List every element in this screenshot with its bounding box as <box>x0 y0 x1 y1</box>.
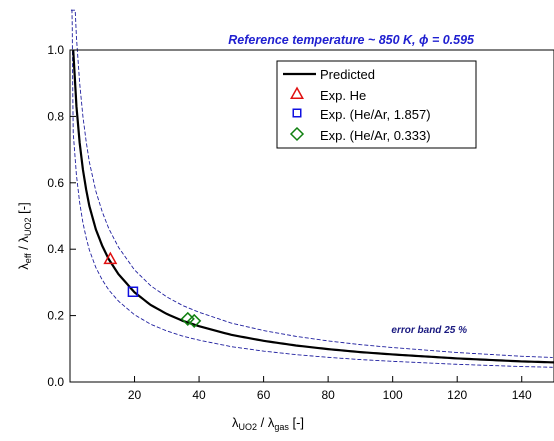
y-label-sub1: eff <box>23 253 33 263</box>
x-label-mid: / λ <box>257 415 275 430</box>
legend-label-exp-he: Exp. He <box>320 88 366 103</box>
x-label-main: λ <box>232 415 239 430</box>
markers-layer <box>103 251 202 328</box>
x-tick-label: 20 <box>128 388 142 402</box>
legend-swatch-exp-he <box>290 86 304 99</box>
ticks-layer: 20 40 60 80 100 120 140 0.0 0.2 0.4 0.6 0.8 1.0 <box>47 43 532 402</box>
legend-label-predicted: Predicted <box>320 67 375 82</box>
annotation-prefix: Reference temperature ~ 850 K, <box>228 33 419 47</box>
y-tick-label: 1.0 <box>47 43 64 57</box>
legend-label-exp-he-ar-0333: Exp. (He/Ar, 0.333) <box>320 128 431 143</box>
legend: Predicted Exp. He Exp. (He/Ar, 1.857) Ex… <box>276 60 477 149</box>
plot-area-frame <box>69 49 554 383</box>
y-label-sub2: UO2 <box>23 217 33 236</box>
error-band-annotation: error band 25 % <box>391 325 467 336</box>
x-tick-label: 120 <box>447 388 467 402</box>
y-tick-label: 0.8 <box>47 109 64 123</box>
legend-swatch-exp-he-ar-0333 <box>289 126 305 142</box>
reference-temperature-annotation: Reference temperature ~ 850 K, ϕ = 0.595 <box>228 33 475 47</box>
y-label-tail: [-] <box>16 202 31 217</box>
x-tick-label: 40 <box>192 388 206 402</box>
y-tick-label: 0.2 <box>47 309 64 323</box>
y-tick-label: 0.0 <box>47 375 64 389</box>
y-label-main: λ <box>16 263 31 270</box>
curves-layer <box>70 9 554 368</box>
legend-swatch-exp-he-ar-1857 <box>292 108 302 118</box>
y-tick-label: 0.6 <box>47 176 64 190</box>
data-point-diamond <box>187 313 202 328</box>
data-point-square <box>127 286 139 297</box>
x-tick-label: 60 <box>257 388 271 402</box>
x-tick-label: 140 <box>512 388 532 402</box>
annotation-phi-symbol: ϕ <box>419 33 428 47</box>
legend-label-exp-he-ar-1857: Exp. (He/Ar, 1.857) <box>320 107 431 122</box>
x-label-sub1: UO2 <box>238 422 257 432</box>
x-label-tail: [-] <box>289 415 304 430</box>
y-label-mid: / λ <box>16 236 31 254</box>
series-predicted-line <box>72 49 554 364</box>
x-axis-label: λUO2 / λgas [-] <box>232 415 304 432</box>
data-point-triangle <box>103 251 118 265</box>
annotation-suffix: = 0.595 <box>428 33 475 47</box>
y-tick-label: 0.4 <box>47 242 64 256</box>
error-band-upper <box>70 9 553 358</box>
legend-box <box>276 60 477 149</box>
x-label-sub2: gas <box>274 422 289 432</box>
x-tick-label: 80 <box>321 388 335 402</box>
x-tick-label: 100 <box>383 388 403 402</box>
error-band-lower <box>70 9 553 368</box>
y-axis-label: λeff / λUO2 [-] <box>16 202 33 269</box>
